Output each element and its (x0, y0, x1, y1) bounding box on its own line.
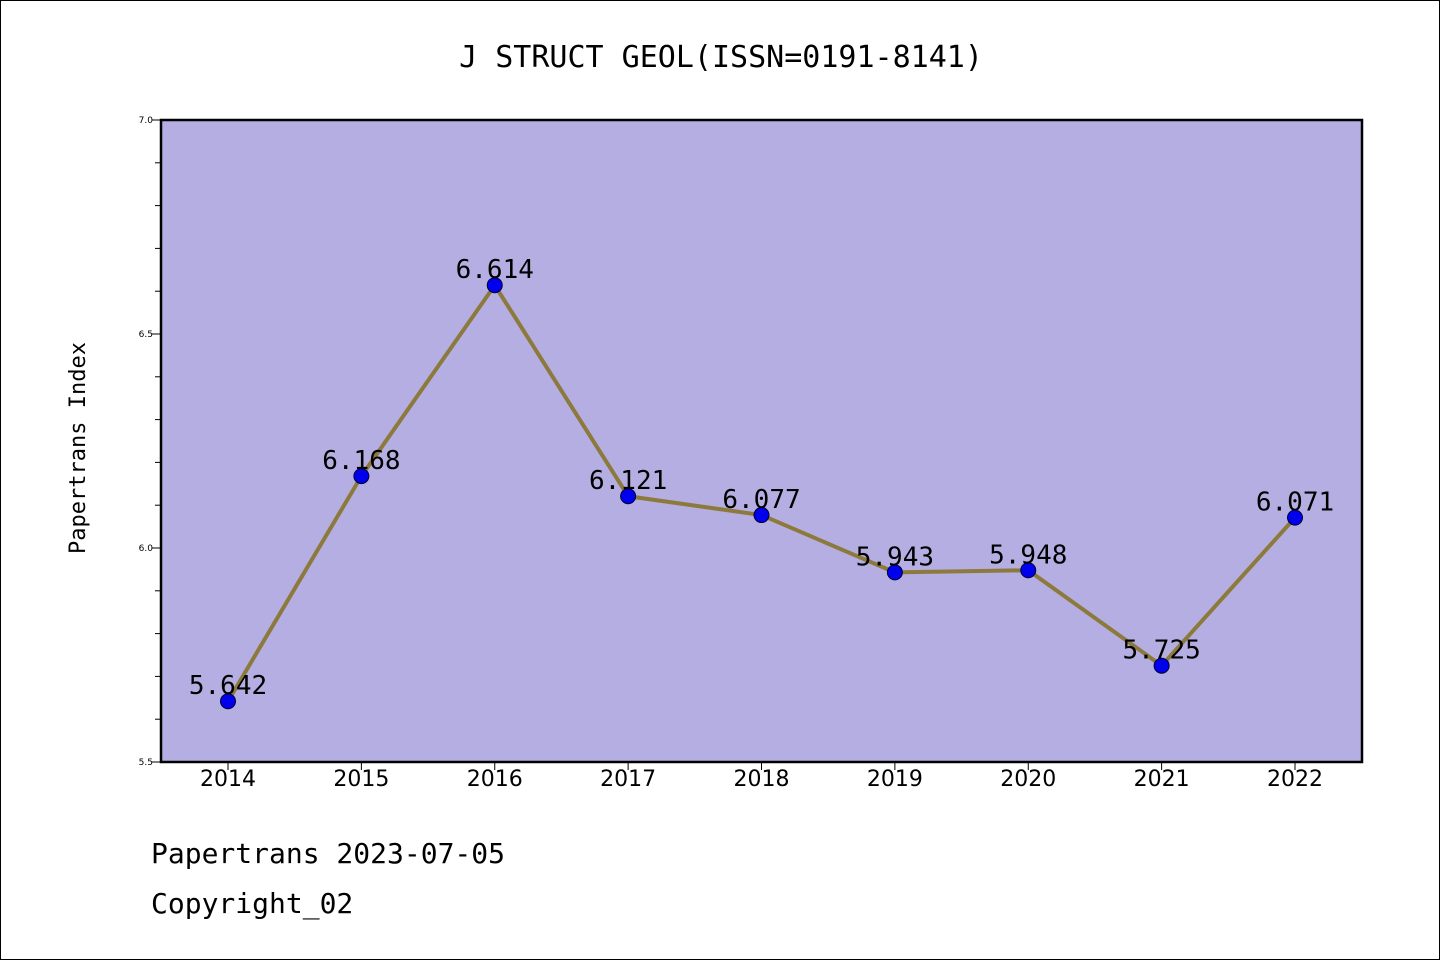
plot-area (159, 118, 1364, 764)
y-tick-label: 7.0 (139, 116, 154, 126)
x-tick-label: 2018 (734, 767, 790, 792)
data-point (486, 277, 503, 294)
y-axis-label: Papertrans Index (66, 342, 91, 554)
x-tick-label: 2021 (1134, 767, 1190, 792)
data-label: 6.121 (589, 466, 667, 496)
x-tick-label: 2015 (333, 767, 389, 792)
data-label: 6.077 (722, 485, 800, 515)
data-point (620, 488, 637, 505)
x-tick-label: 2017 (600, 767, 656, 792)
x-tick-label: 2022 (1267, 767, 1323, 792)
data-label: 5.642 (189, 671, 267, 701)
data-point (1287, 509, 1303, 526)
data-label: 6.614 (456, 255, 534, 285)
data-point (220, 693, 236, 710)
y-tick-label: 5.5 (139, 758, 153, 768)
data-label: 6.168 (322, 446, 400, 476)
x-tick-label: 2016 (467, 767, 523, 792)
x-axis: 2014 2015 2016 2017 2018 2019 2020 2021 2022 (200, 762, 1323, 792)
data-point (753, 507, 770, 524)
x-tick-label: 2014 (200, 767, 256, 792)
data-label: 5.943 (856, 542, 934, 572)
data-label: 5.948 (989, 540, 1067, 570)
footer-date: Papertrans 2023-07-05 (151, 837, 506, 870)
y-axis: 5.5 6.0 6.5 7.0 (139, 116, 161, 768)
chart-title: J STRUCT GEOL(ISSN=0191-8141) (459, 40, 983, 75)
data-point (353, 468, 370, 485)
y-tick-label: 6.5 (139, 330, 153, 340)
data-point (1153, 657, 1170, 674)
data-point (1020, 562, 1037, 579)
series-group: 5.642 6.168 6.614 6.121 6.077 5.943 5.948 5.725… (189, 255, 1334, 710)
footer-copyright: Copyright_02 (151, 887, 354, 920)
x-tick-label: 2019 (867, 767, 923, 792)
y-tick-label: 6.0 (139, 544, 154, 554)
data-label: 6.071 (1256, 488, 1334, 518)
x-tick-label: 2020 (1000, 767, 1056, 792)
data-label: 5.725 (1122, 636, 1200, 666)
data-point (886, 564, 903, 581)
